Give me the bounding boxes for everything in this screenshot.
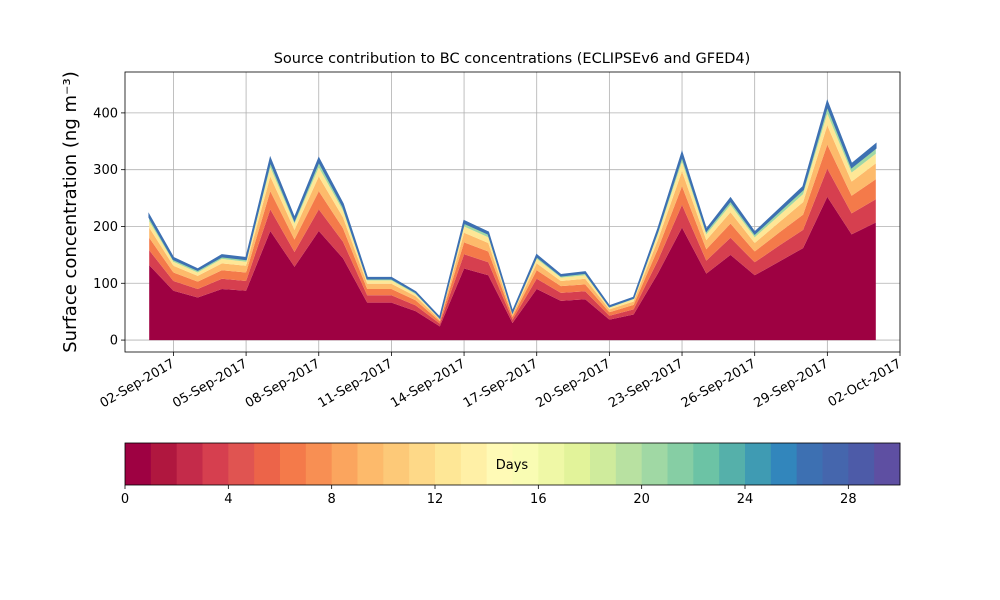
area (148, 99, 877, 320)
colorbar-tick-label: 24 (737, 492, 754, 507)
y-tick-label: 200 (93, 220, 118, 235)
area (149, 144, 876, 324)
y-tick-label: 300 (93, 163, 118, 178)
x-tick-label: 11-Sep-2017 (316, 356, 396, 411)
colorbar-swatch (331, 443, 358, 485)
x-tick-label: 20-Sep-2017 (534, 356, 614, 411)
colorbar-swatch (125, 443, 152, 485)
colorbar-swatch (719, 443, 746, 485)
x-tick-label: 02-Oct-2017 (826, 356, 904, 410)
colorbar-swatch (641, 443, 668, 485)
colorbar-swatch (667, 443, 694, 485)
colorbar-swatch (383, 443, 410, 485)
colorbar-swatch (512, 443, 539, 485)
colorbar-frame (124, 442, 901, 486)
colorbar-swatch (150, 443, 178, 485)
y-axis-label: Surface concentration (ng m⁻³) (60, 71, 81, 353)
colorbar-swatch (564, 443, 591, 485)
x-tick-label: 29-Sep-2017 (752, 356, 832, 411)
area (149, 196, 876, 341)
colorbar-swatch (460, 443, 488, 485)
colorbar-swatch (357, 443, 384, 485)
colorbar-tick-label: 20 (633, 492, 650, 507)
x-tick-label: 14-Sep-2017 (388, 356, 468, 411)
x-tick-label: 23-Sep-2017 (606, 356, 686, 411)
area (149, 168, 876, 327)
colorbar-swatch (822, 443, 849, 485)
colorbar-swatch (486, 443, 513, 485)
colorbar-tick-label: 28 (840, 492, 857, 507)
colorbar-swatch (435, 443, 462, 485)
colorbar-swatch (538, 443, 565, 485)
y-tick-label: 400 (93, 106, 118, 121)
colorbar-swatch (176, 443, 203, 485)
areas (148, 99, 877, 341)
colorbar-tick-label: 0 (121, 492, 129, 507)
colorbar-swatch (590, 443, 617, 485)
colorbar-swatch (874, 443, 901, 485)
colorbar-tick-label: 4 (224, 492, 232, 507)
area (149, 125, 876, 322)
colorbar-swatch (280, 443, 307, 485)
y-tick-label: 100 (93, 277, 118, 292)
x-tick-label: 17-Sep-2017 (461, 356, 541, 411)
x-tick-label: 02-Sep-2017 (98, 356, 178, 411)
colorbar-swatch (409, 443, 436, 485)
x-tick-label: 08-Sep-2017 (243, 356, 323, 411)
colorbar-tick-label: 8 (328, 492, 336, 507)
colorbar-swatch (848, 443, 875, 485)
colorbar-swatch (745, 443, 772, 485)
colorbar-swatch (796, 443, 823, 485)
colorbar-swatch (228, 443, 255, 485)
x-tick-label: 26-Sep-2017 (679, 356, 759, 411)
colorbar-swatch (202, 443, 229, 485)
chart-title: Source contribution to BC concentrations… (274, 51, 751, 67)
colorbar-swatch (254, 443, 281, 485)
plot-frame (124, 71, 901, 353)
colorbar-swatch (693, 443, 720, 485)
colorbar-tick-label: 16 (530, 492, 547, 507)
colorbar-swatch (615, 443, 643, 485)
colorbar-label: Days (496, 458, 529, 473)
y-tick-label: 0 (110, 334, 118, 349)
colorbar-tick-label: 12 (427, 492, 444, 507)
colorbar-swatch (770, 443, 798, 485)
x-tick-label: 05-Sep-2017 (170, 356, 250, 411)
colorbar-swatch (305, 443, 333, 485)
